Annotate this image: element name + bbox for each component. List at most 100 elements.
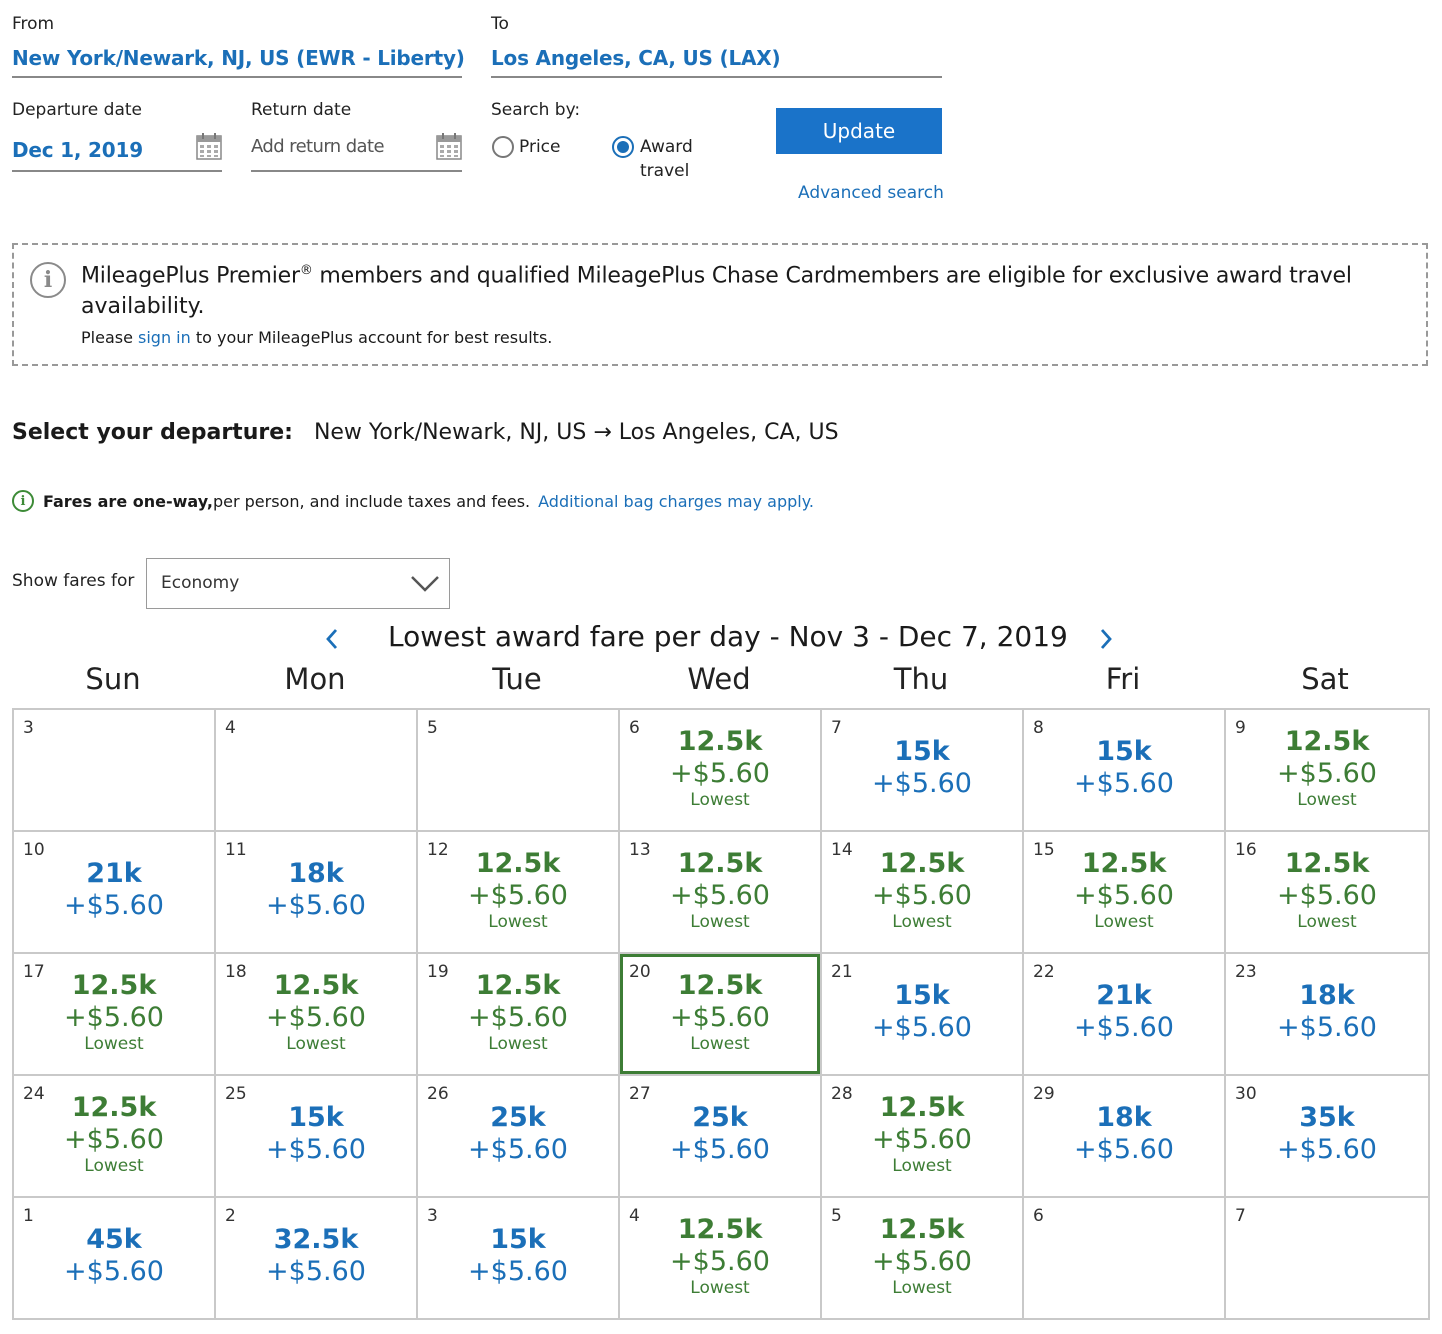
calendar-day-cell[interactable]: 26 25k +$5.60 (418, 1076, 620, 1198)
fare-miles: 12.5k (475, 848, 561, 879)
calendar-day-cell[interactable]: 8 15k +$5.60 (1024, 710, 1226, 832)
departure-route: New York/Newark, NJ, US → Los Angeles, C… (313, 420, 839, 445)
fare-miles: 32.5k (273, 1224, 359, 1255)
fare-tax: +$5.60 (670, 1134, 770, 1165)
calendar-day-cell[interactable]: 13 12.5k +$5.60 Lowest (620, 832, 822, 954)
fare-miles: 12.5k (879, 1214, 965, 1245)
fare-note-text: per person, and include taxes and fees. (212, 491, 531, 511)
fare-tax: +$5.60 (872, 880, 972, 911)
day-number: 22 (1033, 962, 1055, 982)
calendar-day-cell[interactable]: 10 21k +$5.60 (14, 832, 216, 954)
day-number: 4 (225, 718, 236, 738)
fare-miles: 12.5k (475, 970, 561, 1001)
calendar-day-cell[interactable]: 14 12.5k +$5.60 Lowest (822, 832, 1024, 954)
from-field[interactable]: New York/Newark, NJ, US (EWR - Liberty) (12, 44, 465, 78)
day-fare: 12.5k +$5.60 Lowest (620, 1214, 820, 1298)
day-number: 8 (1033, 718, 1044, 738)
sign-in-link[interactable]: sign in (138, 328, 191, 347)
calendar-day-cell[interactable]: 30 35k +$5.60 (1226, 1076, 1430, 1198)
day-fare: 15k +$5.60 (418, 1224, 618, 1288)
calendar-day-cell[interactable]: 29 18k +$5.60 (1024, 1076, 1226, 1198)
fare-tax: +$5.60 (670, 880, 770, 911)
day-number: 29 (1033, 1084, 1055, 1104)
calendar-day-cell[interactable]: 12 12.5k +$5.60 Lowest (418, 832, 620, 954)
price-radio-option[interactable]: Price (492, 136, 560, 158)
calendar-day-cell[interactable]: 22 21k +$5.60 (1024, 954, 1226, 1076)
calendar-day-cell: 3 (14, 710, 216, 832)
lowest-fare-label: Lowest (84, 1034, 144, 1054)
calendar-day-cell[interactable]: 24 12.5k +$5.60 Lowest (14, 1076, 216, 1198)
day-fare: 12.5k +$5.60 Lowest (14, 970, 214, 1054)
calendar-day-cell[interactable]: 27 25k +$5.60 (620, 1076, 822, 1198)
fare-miles: 12.5k (677, 848, 763, 879)
departure-date-field[interactable]: Dec 1, 2019 (12, 130, 222, 172)
to-field[interactable]: Los Angeles, CA, US (LAX) (491, 44, 942, 78)
lowest-fare-label: Lowest (1094, 912, 1154, 932)
fare-miles: 12.5k (273, 970, 359, 1001)
show-fares-label: Show fares for (12, 571, 135, 591)
day-fare: 12.5k +$5.60 Lowest (1226, 726, 1428, 810)
calendar-day-cell[interactable]: 5 12.5k +$5.60 Lowest (822, 1198, 1024, 1320)
to-label: To (491, 14, 509, 34)
calendar-day-cell[interactable]: 23 18k +$5.60 (1226, 954, 1430, 1076)
calendar-day-cell[interactable]: 21 15k +$5.60 (822, 954, 1024, 1076)
fare-miles: 18k (1096, 1102, 1152, 1133)
day-fare: 35k +$5.60 (1226, 1102, 1428, 1166)
lowest-fare-label: Lowest (690, 912, 750, 932)
lowest-fare-label: Lowest (690, 1034, 750, 1054)
calendar-day-cell[interactable]: 2 32.5k +$5.60 (216, 1198, 418, 1320)
previous-week-arrow-icon[interactable] (323, 627, 341, 651)
calendar-day-cell[interactable]: 3 15k +$5.60 (418, 1198, 620, 1320)
day-fare: 21k +$5.60 (14, 858, 214, 922)
next-week-arrow-icon[interactable] (1097, 627, 1115, 651)
return-date-field[interactable]: Add return date (251, 130, 462, 172)
calendar-icon[interactable] (196, 132, 222, 160)
dow-sat: Sat (1301, 662, 1349, 696)
fare-tax: +$5.60 (872, 768, 972, 799)
calendar-day-cell[interactable]: 17 12.5k +$5.60 Lowest (14, 954, 216, 1076)
calendar-day-cell[interactable]: 7 15k +$5.60 (822, 710, 1024, 832)
calendar-day-cell[interactable]: 6 12.5k +$5.60 Lowest (620, 710, 822, 832)
calendar-day-cell[interactable]: 11 18k +$5.60 (216, 832, 418, 954)
calendar-day-cell[interactable]: 16 12.5k +$5.60 Lowest (1226, 832, 1430, 954)
days-of-week-row: Sun Mon Tue Wed Thu Fri Sat (12, 662, 1430, 696)
fare-tax: +$5.60 (468, 1002, 568, 1033)
day-fare: 15k +$5.60 (1024, 736, 1224, 800)
award-radio[interactable] (612, 136, 634, 158)
dow-wed: Wed (687, 662, 751, 696)
calendar-day-cell[interactable]: 28 12.5k +$5.60 Lowest (822, 1076, 1024, 1198)
fare-tax: +$5.60 (64, 890, 164, 921)
fare-tax: +$5.60 (670, 1246, 770, 1277)
award-radio-label-line2: travel (640, 161, 690, 181)
calendar-icon[interactable] (436, 132, 462, 160)
day-fare: 12.5k +$5.60 Lowest (418, 848, 618, 932)
fare-miles: 25k (490, 1102, 546, 1133)
update-button[interactable]: Update (776, 108, 942, 154)
fare-miles: 12.5k (677, 970, 763, 1001)
calendar-day-cell[interactable]: 19 12.5k +$5.60 Lowest (418, 954, 620, 1076)
calendar-day-cell[interactable]: 25 15k +$5.60 (216, 1076, 418, 1198)
calendar-day-cell[interactable]: 1 45k +$5.60 (14, 1198, 216, 1320)
dow-tue: Tue (492, 662, 542, 696)
day-number: 16 (1235, 840, 1257, 860)
price-radio[interactable] (492, 136, 514, 158)
calendar-day-cell[interactable]: 18 12.5k +$5.60 Lowest (216, 954, 418, 1076)
departure-date-label: Departure date (12, 100, 142, 120)
fare-tax: +$5.60 (1277, 1012, 1377, 1043)
day-number: 5 (831, 1206, 842, 1226)
fare-tax: +$5.60 (64, 1256, 164, 1287)
calendar-day-cell[interactable]: 4 12.5k +$5.60 Lowest (620, 1198, 822, 1320)
advanced-search-link[interactable]: Advanced search (798, 183, 944, 203)
calendar-day-cell: 4 (216, 710, 418, 832)
calendar-day-cell[interactable]: 15 12.5k +$5.60 Lowest (1024, 832, 1226, 954)
dow-fri: Fri (1105, 662, 1141, 696)
calendar-day-cell[interactable]: 9 12.5k +$5.60 Lowest (1226, 710, 1430, 832)
day-number: 6 (629, 718, 640, 738)
bag-charges-link[interactable]: Additional bag charges may apply. (538, 491, 814, 511)
lowest-fare-label: Lowest (892, 912, 952, 932)
day-fare: 15k +$5.60 (216, 1102, 416, 1166)
fare-miles: 15k (894, 736, 950, 767)
fare-class-select[interactable]: Economy (146, 558, 450, 609)
calendar-day-cell[interactable]: 20 12.5k +$5.60 Lowest (620, 954, 822, 1076)
day-number: 7 (1235, 1206, 1246, 1226)
